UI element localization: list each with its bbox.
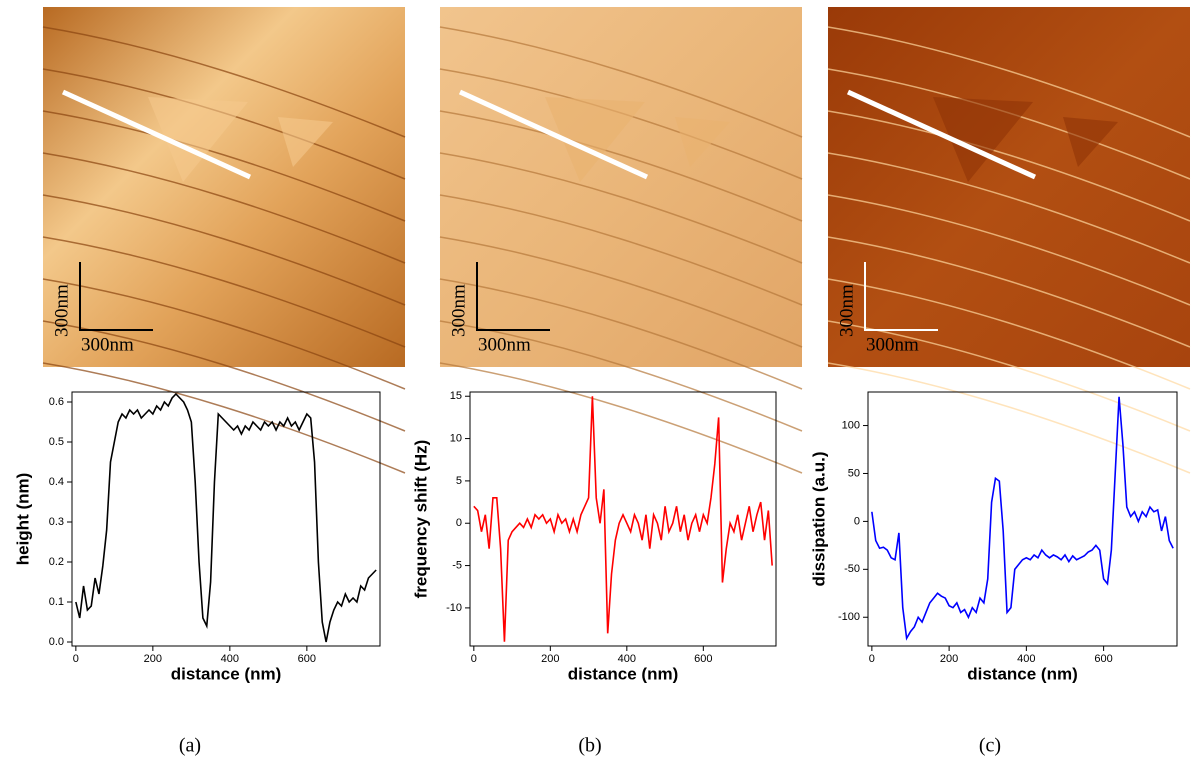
profile-line [846,89,1037,180]
image-background [43,7,405,367]
afm-image: 300nm 300nm [439,7,803,474]
terrace-edge [827,152,1191,264]
terrace-edge [439,110,803,222]
terrace-edge [439,152,803,264]
x-axis-label: distance (nm) [568,664,679,683]
y-tick-label: 5 [456,475,462,487]
y-tick-label: 0.3 [49,516,64,528]
scale-label-x: 300nm [866,334,919,355]
y-axis-label: frequency shift (Hz) [411,440,430,599]
image-background [828,7,1190,367]
terrace-edge [439,26,803,138]
terrace-edge [827,26,1191,138]
x-tick-label: 200 [144,653,162,665]
y-tick-label: -5 [452,559,462,571]
x-axis-label: distance (nm) [967,664,1078,683]
scale-label-x: 300nm [478,334,531,355]
terrace-edge [827,194,1191,306]
scale-label-y: 300nm [836,284,857,337]
y-tick-label: 0.5 [49,436,64,448]
y-tick-label: -50 [844,563,860,575]
terrace-edge [42,152,406,264]
x-tick-label: 600 [694,653,712,665]
x-tick-label: 0 [869,653,875,665]
profile-line [61,89,252,180]
x-tick-label: 0 [471,653,477,665]
plot-frame [71,391,381,647]
terrace-edge [42,110,406,222]
y-tick-label: 15 [450,390,462,402]
y-tick-label: 0.0 [49,636,64,648]
x-axis-label: distance (nm) [171,664,282,683]
terrace-edge [827,362,1191,474]
image-background [440,7,802,367]
y-axis-label: height (nm) [13,473,32,566]
terrace-edge [827,110,1191,222]
x-tick-label: 600 [1094,653,1112,665]
terrace-edge [439,362,803,474]
terrace-edge [827,236,1191,348]
flake [933,97,1118,182]
terrace-edge [42,362,406,474]
flake [545,97,730,182]
x-tick-label: 200 [541,653,559,665]
terrace-edge [439,194,803,306]
x-tick-label: 400 [221,653,239,665]
panel-label: (b) [578,735,601,757]
scale-label-y: 300nm [51,284,72,337]
y-tick-label: -100 [838,611,860,623]
scale-bar [476,262,550,331]
terrace-edge [439,236,803,348]
x-tick-label: 0 [73,653,79,665]
profile-line [458,89,649,180]
scale-label-x: 300nm [81,334,134,355]
y-tick-label: 100 [842,419,860,431]
terrace-edge [42,236,406,348]
panel-label: (c) [979,735,1001,757]
terrace-edge [42,26,406,138]
terrace-edge [42,278,406,390]
terrace-edge [439,278,803,390]
terrace-edge [827,278,1191,390]
scale-bar [79,262,153,331]
y-tick-label: 0 [854,515,860,527]
y-tick-label: 0.1 [49,596,64,608]
panel-label: (a) [179,735,201,757]
x-tick-label: 400 [1017,653,1035,665]
data-line [473,396,773,642]
y-tick-label: 0 [456,517,462,529]
y-tick-label: 0.4 [49,476,64,488]
y-tick-label: 50 [848,467,860,479]
data-line [871,396,1174,641]
y-axis-label: dissipation (a.u.) [809,451,828,586]
x-tick-label: 200 [940,653,958,665]
y-tick-label: 10 [450,432,462,444]
scale-bar [864,262,938,331]
x-tick-label: 600 [298,653,316,665]
afm-image: 300nm 300nm [42,7,406,474]
y-tick-label: -10 [446,602,462,614]
scale-label-y: 300nm [448,284,469,337]
plot-frame [867,391,1178,647]
terrace-edge [42,194,406,306]
data-line [75,392,377,643]
x-tick-label: 400 [618,653,636,665]
y-tick-label: 0.2 [49,556,64,568]
afm-image: 300nm 300nm [827,7,1191,474]
y-tick-label: 0.6 [49,396,64,408]
plot-frame [469,391,777,647]
flake [148,97,333,182]
